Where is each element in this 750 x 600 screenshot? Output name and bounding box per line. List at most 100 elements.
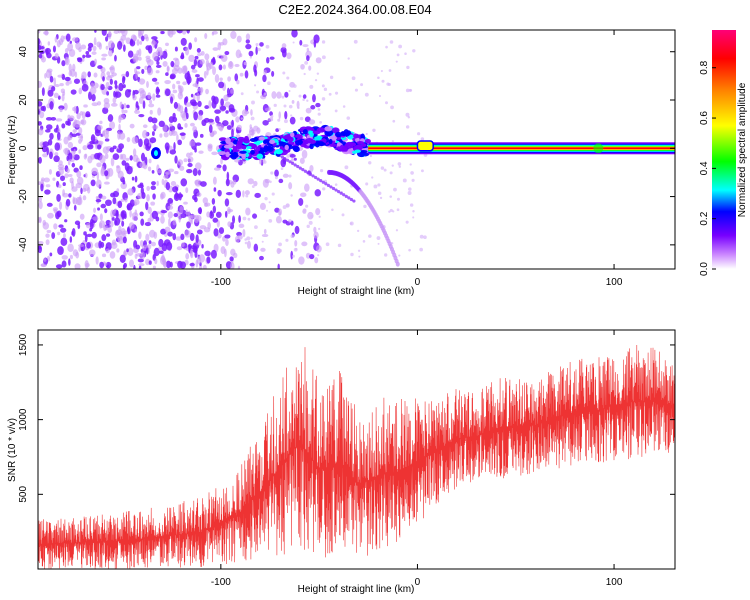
spectrogram-noise-blob (151, 241, 156, 247)
spectrogram-noise-blob (211, 151, 218, 156)
spectrogram-noise-blob (43, 177, 50, 183)
spectrogram-faint-dot (319, 121, 323, 124)
spectrogram-noise-blob (38, 30, 41, 34)
spectrogram-noise-blob (95, 179, 102, 188)
spectrogram-noise-blob (133, 89, 139, 95)
spectrogram-noise-blob (248, 50, 254, 57)
spectrogram-noise-blob (110, 157, 115, 167)
spectrogram-noise-blob (50, 116, 57, 121)
spectrogram-noise-blob (40, 105, 45, 111)
spectrogram-noise-blob (271, 70, 275, 77)
spectrogram-faint-dot (412, 216, 415, 219)
spectrogram-faint-dot (373, 184, 378, 189)
spectrogram-noise-blob (142, 124, 148, 129)
spectrogram-noise-blob (172, 186, 179, 193)
spectrogram-noise-blob (71, 230, 74, 236)
spectrogram-noise-blob (280, 47, 287, 54)
spectrogram-faint-dot (292, 254, 295, 258)
spectrogram-noise-blob (185, 209, 188, 216)
spectrogram-noise-blob (213, 228, 219, 237)
spectrogram-x-ticks: -100 0 100 (211, 30, 623, 288)
spectrogram-noise-blob (197, 52, 202, 57)
spectrogram-noise-blob (121, 75, 126, 85)
spectrogram-noise-blob (129, 155, 133, 161)
spectrogram-noise-blob (128, 222, 135, 230)
spectrogram-faint-dot (380, 69, 383, 73)
spectrogram-noise-blob (177, 123, 182, 130)
spectrogram-faint-dot (257, 47, 261, 52)
spectrogram-noise-blob (174, 155, 178, 164)
spectrogram-noise-blob (180, 178, 188, 187)
spectrogram-faint-dot (317, 112, 321, 116)
spectrogram-noise-blob (159, 133, 163, 138)
spectrogram-noise-blob (197, 77, 204, 82)
spectrogram-noise-blob (54, 152, 59, 157)
spectrogram-noise-blob (68, 70, 73, 77)
spectrogram-noise-blob (138, 263, 145, 267)
spectrogram-noise-blob (203, 70, 207, 79)
spectrogram-faint-dot (282, 205, 287, 210)
spectrogram-noise-blob (108, 49, 113, 57)
spectrogram-faint-dot (262, 160, 266, 163)
spectrogram-noise-blob (155, 70, 160, 74)
spectrogram-noise-blob (306, 47, 310, 52)
spectrogram-trace-point (303, 169, 307, 173)
spectrogram-noise-blob (121, 73, 127, 78)
spectrogram-faint-dot (365, 132, 368, 136)
spectrogram-noise-blob (204, 32, 208, 39)
spectrogram-faint-dot (412, 49, 416, 53)
spectrogram-noise-blob (174, 170, 179, 175)
spectrogram-noise-blob (225, 238, 229, 247)
spectrogram-noise-blob (212, 176, 217, 185)
spectrogram-faint-dot (376, 236, 381, 240)
spectrogram-band-blob (293, 146, 300, 153)
spectrogram-noise-blob (132, 94, 137, 101)
spectrogram-noise-blob (86, 241, 91, 249)
spectrogram-noise-blob (38, 240, 44, 245)
spectrogram-faint-dot (249, 56, 253, 59)
spectrogram-noise-blob (145, 201, 149, 211)
spectrogram-noise-blob (241, 109, 248, 117)
spectrogram-noise-blob (89, 221, 94, 230)
spectrogram-noise-blob (188, 140, 196, 147)
spectrogram-faint-dot (397, 162, 402, 166)
spectrogram-noise-blob (158, 238, 164, 248)
spectrogram-noise-blob (217, 41, 222, 51)
spectrogram-faint-dot (351, 76, 356, 81)
spectrogram-noise-blob (145, 233, 150, 242)
spectrogram-x-tick-label: 0 (415, 277, 421, 288)
spectrogram-band-blob (341, 131, 348, 137)
spectrogram-noise-blob (139, 182, 144, 187)
spectrogram-noise-blob (48, 168, 52, 175)
spectrogram-band-blob (283, 134, 293, 140)
spectrogram-noise-blob (164, 171, 171, 175)
spectrogram-noise-blob (146, 81, 149, 88)
spectrogram-noise-blob (106, 91, 110, 96)
spectrogram-noise-blob (173, 213, 178, 218)
spectrogram-noise-blob (176, 246, 183, 251)
spectrogram-noise-blob (313, 34, 320, 43)
spectrogram-noise-blob (38, 156, 42, 164)
spectrogram-faint-dot (297, 106, 300, 110)
spectrogram-noise-blob (308, 65, 312, 71)
spectrogram-noise-blob (306, 55, 310, 62)
spectrogram-noise-blob (54, 84, 60, 88)
spectrogram-y-tick-label: 20 (18, 94, 29, 106)
spectrogram-noise-blob (88, 249, 96, 257)
spectrogram-noise-blob (139, 211, 144, 217)
spectrogram-noise-blob (59, 107, 63, 113)
spectrogram-noise-blob (211, 198, 216, 205)
spectrogram-noise-blob (192, 168, 198, 177)
spectrogram-noise-blob (182, 65, 188, 74)
spectrogram-noise-blob (89, 87, 97, 95)
spectrogram-noise-blob (41, 177, 45, 182)
spectrogram-noise-blob (38, 44, 42, 51)
spectrogram-noise-blob (271, 91, 277, 99)
spectrogram-noise-blob (105, 248, 110, 254)
spectrogram-noise-blob (97, 124, 103, 131)
spectrogram-band-blob (255, 147, 261, 152)
spectrogram-noise-blob (126, 136, 131, 143)
spectrogram-faint-dot (290, 234, 295, 239)
spectrogram-noise-blob (57, 246, 64, 256)
spectrogram-noise-blob (52, 177, 56, 181)
